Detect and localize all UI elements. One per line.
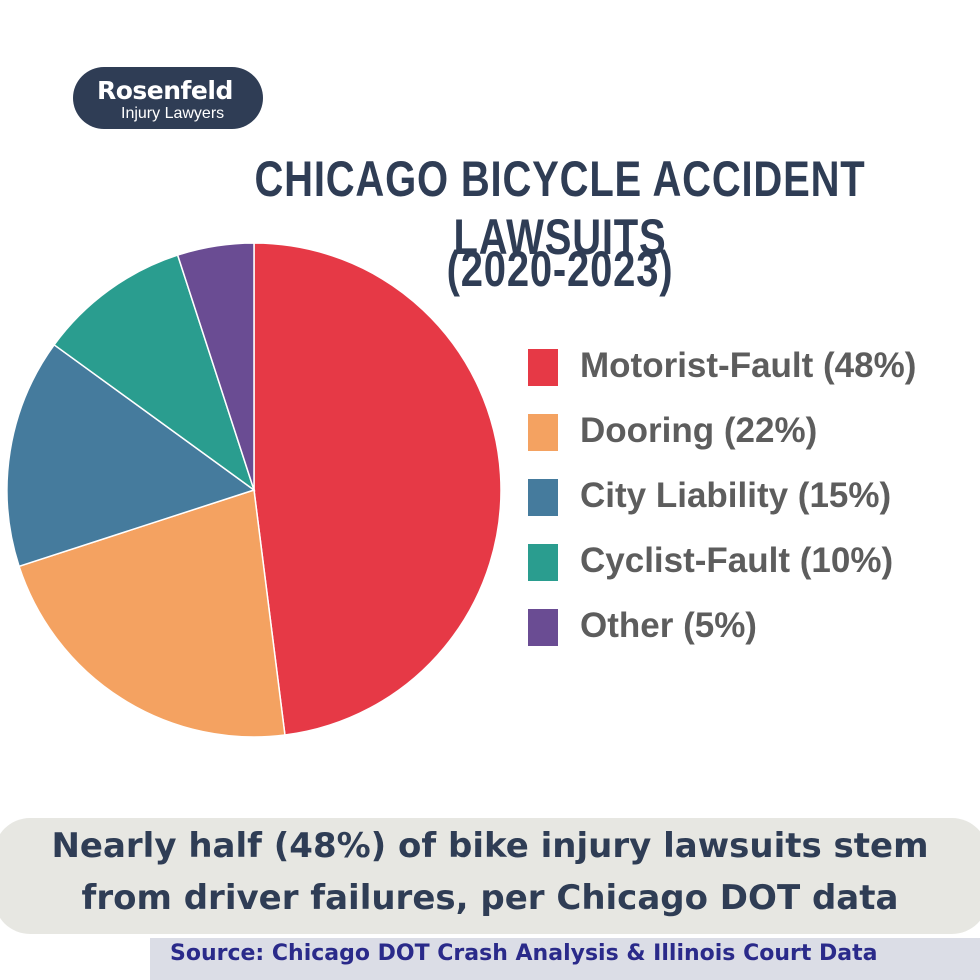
legend-swatch — [528, 544, 558, 581]
legend-label: Dooring (22%) — [580, 411, 818, 450]
chart-title-line2: (2020-2023) — [446, 241, 674, 297]
legend-label: City Liability (15%) — [580, 476, 892, 515]
legend-swatch — [528, 414, 558, 451]
pie-slice-other — [176, 242, 255, 491]
legend-swatch — [528, 349, 558, 386]
pie-slice-city — [6, 343, 256, 568]
pie-slice-motorist-fault — [253, 242, 502, 736]
caption-line2: from driver failures, per Chicago DOT da… — [81, 878, 899, 918]
logo-subtitle: Injury Lawyers — [121, 105, 225, 122]
source-bar — [150, 938, 980, 980]
logo-name: Rosenfeld — [97, 76, 233, 105]
legend-swatch — [528, 609, 558, 646]
pie-slice-dooring — [18, 489, 286, 738]
legend-label: Cyclist-Fault (10%) — [580, 541, 894, 580]
caption-background — [0, 818, 980, 934]
legend-label: Other (5%) — [580, 606, 757, 645]
pie-slice-cyclist-fault — [53, 254, 256, 492]
legend-label: Motorist-Fault (48%) — [580, 346, 917, 385]
source-text: Source: Chicago DOT Crash Analysis & Ill… — [170, 941, 878, 966]
chart-title-line1: CHICAGO BICYCLE ACCIDENT LAWSUITS — [254, 151, 866, 265]
caption: Nearly half (48%) of bike injury lawsuit… — [0, 820, 980, 924]
caption-line1: Nearly half (48%) of bike injury lawsuit… — [51, 826, 929, 866]
pie-chart — [6, 242, 502, 738]
logo: Rosenfeld Injury Lawyers — [73, 67, 263, 129]
legend-swatch — [528, 479, 558, 516]
